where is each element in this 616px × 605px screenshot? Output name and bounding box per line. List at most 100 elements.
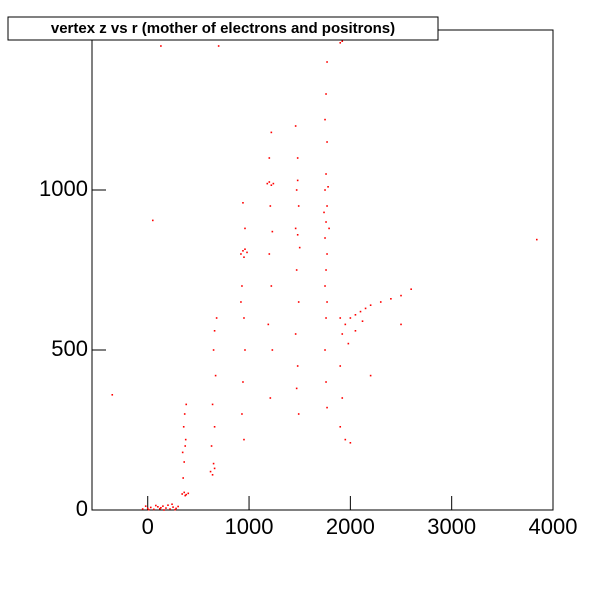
point	[243, 317, 245, 319]
point	[242, 250, 244, 252]
point	[269, 205, 272, 207]
points: 01000200030004000050010001500	[39, 16, 577, 539]
point	[183, 491, 185, 494]
point	[214, 374, 217, 377]
point	[246, 251, 248, 254]
point	[270, 285, 273, 287]
point	[295, 387, 298, 390]
point	[185, 403, 188, 406]
point	[266, 182, 269, 185]
point	[159, 507, 161, 510]
x-tick-label: 2000	[326, 514, 375, 539]
point	[217, 45, 220, 47]
point	[349, 442, 352, 444]
y-tick-label: 500	[51, 336, 88, 361]
point	[244, 227, 246, 230]
point	[182, 477, 184, 479]
x-tick-label: 1000	[225, 514, 274, 539]
point	[400, 323, 402, 326]
point	[369, 304, 372, 306]
point	[185, 493, 188, 496]
point	[324, 189, 326, 191]
point	[212, 349, 215, 351]
point	[211, 403, 214, 406]
point	[364, 307, 367, 310]
point	[267, 323, 270, 326]
x-tick-label: 0	[142, 514, 154, 539]
point	[149, 506, 152, 509]
point	[215, 317, 218, 319]
point	[174, 508, 176, 511]
point	[296, 365, 299, 367]
point	[244, 248, 246, 250]
point	[213, 330, 216, 332]
point	[390, 298, 392, 300]
x-tick-label: 3000	[427, 514, 476, 539]
point	[296, 157, 299, 159]
point	[269, 397, 272, 399]
point	[209, 470, 212, 473]
point	[326, 406, 328, 409]
y-tick-label: 1000	[39, 176, 88, 201]
point	[271, 230, 274, 233]
point	[240, 301, 242, 303]
point	[144, 505, 147, 507]
point	[243, 256, 245, 258]
point	[410, 288, 412, 290]
point	[213, 426, 216, 428]
point	[297, 413, 300, 415]
point	[400, 294, 402, 297]
plot-frame	[91, 29, 554, 511]
point	[339, 426, 342, 428]
point	[326, 301, 328, 303]
point	[325, 269, 327, 271]
point	[323, 211, 325, 214]
point	[270, 131, 273, 134]
point	[325, 381, 327, 383]
point	[182, 426, 185, 428]
point	[324, 237, 326, 239]
point	[268, 253, 271, 255]
point	[341, 333, 344, 335]
point	[111, 394, 114, 396]
point	[165, 507, 167, 509]
point	[244, 349, 246, 351]
point	[325, 173, 327, 175]
point	[369, 374, 372, 377]
point	[151, 219, 154, 222]
point	[326, 253, 328, 255]
point	[324, 349, 326, 351]
point	[324, 118, 326, 121]
point	[268, 181, 271, 183]
point	[354, 314, 357, 316]
x-tick-label: 4000	[529, 514, 578, 539]
point	[177, 505, 179, 508]
point	[271, 349, 274, 351]
point	[181, 493, 183, 495]
point	[294, 333, 297, 335]
point	[344, 438, 347, 441]
point	[296, 179, 299, 182]
point	[361, 320, 364, 322]
point	[297, 205, 300, 207]
point	[325, 93, 327, 95]
point	[327, 186, 329, 188]
point	[349, 317, 352, 319]
point	[210, 445, 213, 447]
point	[270, 184, 273, 186]
point	[341, 397, 344, 399]
point	[297, 301, 300, 303]
point	[184, 445, 187, 447]
point	[172, 506, 174, 508]
point	[344, 323, 347, 326]
point	[243, 438, 245, 441]
point	[272, 182, 275, 185]
point	[324, 285, 326, 287]
point	[211, 474, 214, 476]
point	[169, 508, 171, 510]
point	[339, 365, 342, 367]
point	[339, 42, 342, 44]
point	[326, 141, 328, 143]
point	[213, 467, 216, 470]
point	[155, 504, 157, 507]
